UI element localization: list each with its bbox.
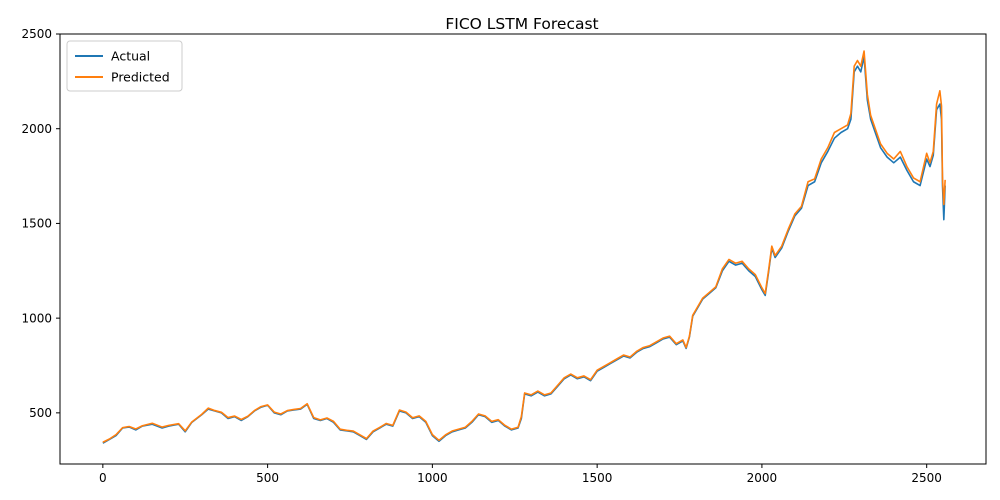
legend-label-predicted: Predicted [111,70,170,85]
y-tick-label: 2500 [21,27,52,41]
y-tick-label: 500 [29,406,52,420]
x-tick-label: 1500 [582,471,613,485]
plot-frame [59,33,987,465]
legend-box [66,40,183,92]
series-line-predicted [102,50,946,443]
y-tick-label: 1000 [21,311,52,325]
x-tick-label: 2500 [911,471,942,485]
x-tick-label: 0 [99,471,107,485]
x-axis: 0 500 1000 1500 2000 2500 [99,464,942,485]
x-tick-label: 500 [256,471,279,485]
x-tick-label: 2000 [747,471,778,485]
legend: Actual Predicted [66,40,183,92]
y-tick-label: 2000 [21,122,52,136]
y-tick-label: 1500 [21,217,52,231]
legend-label-actual: Actual [111,49,150,64]
chart-title: FICO LSTM Forecast [445,15,598,33]
series-layer [102,50,946,444]
plot-area [60,34,986,464]
x-tick-label: 1000 [417,471,448,485]
y-axis: 500 1000 1500 2000 2500 [21,27,60,420]
